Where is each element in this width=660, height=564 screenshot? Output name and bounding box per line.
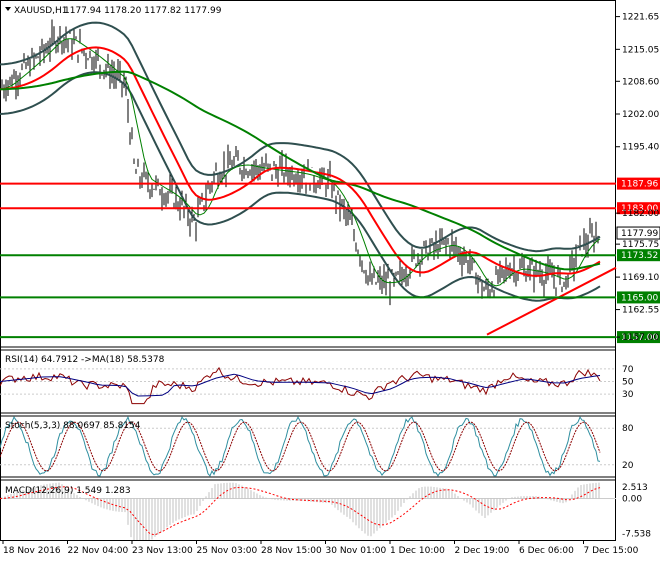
rsi-tick-label: 30 [622, 390, 634, 400]
macd-tick-label: 2.513 [622, 483, 648, 493]
macd-title: MACD(12,26,9) 1.549 1.283 [5, 486, 131, 496]
price-tick-label: 1169.10 [622, 273, 659, 283]
symbol-label: XAUUSD,H1 [14, 6, 68, 16]
level-tag [617, 177, 660, 190]
ema-short-line [0, 38, 601, 287]
axis-layer: 1221.65 1215.05 1208.60 1202.00 1195.40 1182.… [2, 13, 660, 556]
level-tag-label: 1187.96 [621, 180, 658, 190]
level-tag-label: 1157.00 [621, 333, 658, 343]
collapse-arrow-icon[interactable] [5, 7, 11, 11]
level-tag [617, 291, 660, 304]
rsi-tick-label: 50 [622, 378, 634, 388]
price-tick-label: 1208.60 [622, 77, 659, 87]
macd-signal-line [0, 486, 601, 536]
rsi-title: RSI(14) 64.7912 ->MA(18) 58.5378 [5, 355, 165, 365]
stoch-d-line [0, 421, 601, 472]
time-tick-label: 25 Nov 03:00 [197, 546, 258, 556]
time-tick-label: 22 Nov 04:00 [68, 546, 129, 556]
level-tag-label: 1173.52 [621, 251, 658, 261]
time-tick-label: 2 Dec 19:00 [455, 546, 510, 556]
levels-layer: 1187.96 1183.00 1173.52 1165.00 1157.00 [0, 177, 660, 344]
price-layer [0, 19, 617, 336]
current-price-label: 1177.99 [621, 229, 658, 239]
price-tick-label: 1202.00 [622, 110, 659, 120]
stoch-layer: 80 20 [0, 415, 634, 477]
level-tag [617, 202, 660, 215]
support-trendline [486, 266, 617, 336]
rsi-ma-line [0, 373, 601, 397]
chart-frame [0, 0, 616, 541]
price-tick-label: 1195.40 [622, 143, 659, 153]
price-tick-label: 1175.75 [622, 240, 659, 250]
ma-slow-line [0, 70, 601, 271]
stoch-k-line [0, 415, 601, 477]
level-tag-label: 1165.00 [621, 293, 658, 303]
macd-tick-label: 0.00 [622, 494, 642, 504]
stoch-tick-label: 80 [622, 424, 634, 434]
price-tick-label: 1182.00 [622, 209, 659, 219]
level-tag-label: 1183.00 [621, 204, 658, 214]
time-tick-label: 18 Nov 2016 [3, 546, 61, 556]
rsi-layer: 70 50 30 [0, 365, 634, 405]
rsi-line [0, 366, 601, 405]
rsi-tick-label: 70 [622, 365, 634, 375]
price-tick-label: 1162.55 [622, 306, 659, 316]
level-tag [617, 249, 660, 262]
bollinger-upper-band [0, 21, 601, 253]
stoch-title: Stoch(5,3,3) 88.0697 85.8154 [5, 421, 141, 431]
time-tick-label: 6 Dec 06:00 [519, 546, 574, 556]
ohlc-readout: 1177.94 1178.20 1177.82 1177.99 [64, 6, 222, 16]
ma-fast-line [0, 46, 601, 277]
price-tick-label: 1221.65 [622, 13, 659, 23]
current-price-tag [616, 226, 660, 240]
time-tick-label: 7 Dec 15:00 [584, 546, 639, 556]
price-tick-label: 1157.00 [622, 333, 659, 343]
time-tick-label: 28 Nov 15:00 [261, 546, 322, 556]
price-tick-label: 1215.05 [622, 45, 659, 55]
time-tick-label: 30 Nov 01:00 [326, 546, 387, 556]
time-tick-label: 23 Nov 13:00 [132, 546, 193, 556]
macd-tick-label: -7.538 [622, 529, 651, 539]
level-tag [617, 331, 660, 344]
stoch-tick-label: 20 [622, 461, 634, 471]
time-tick-label: 1 Dec 10:00 [390, 546, 445, 556]
